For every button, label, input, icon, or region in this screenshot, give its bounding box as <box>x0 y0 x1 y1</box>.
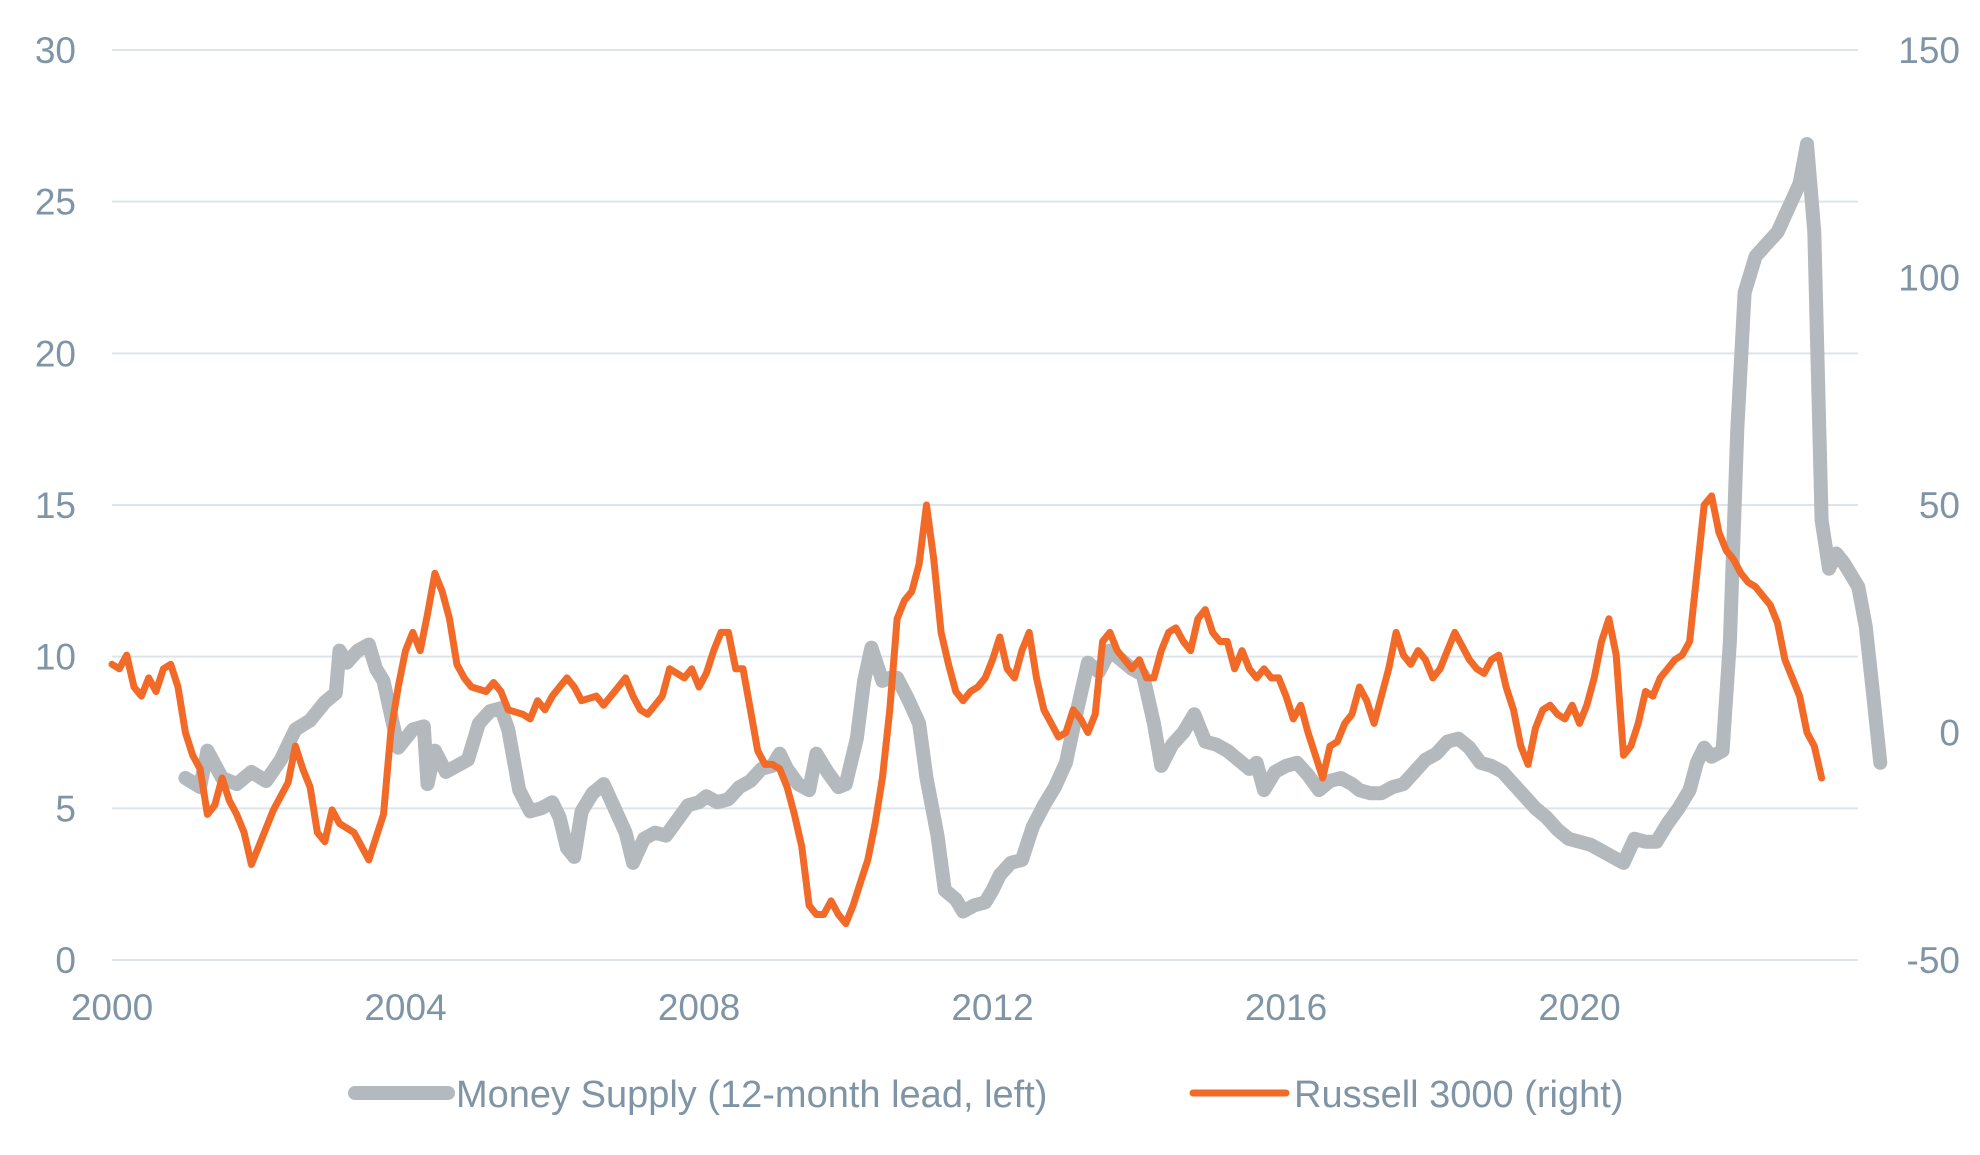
y-left-tick-label: 0 <box>55 940 76 981</box>
x-tick-label: 2020 <box>1538 987 1620 1028</box>
y-right-tick-label: -50 <box>1907 940 1960 981</box>
gridlines <box>112 49 1858 961</box>
legend-label-money-supply: Money Supply (12-month lead, left) <box>456 1074 1047 1116</box>
y-left-tick-label: 10 <box>35 637 76 678</box>
y-axis-right: -50 0 50 100 150 <box>1898 30 1960 981</box>
x-tick-label: 2000 <box>71 987 153 1028</box>
series-line-money-supply <box>178 137 1888 919</box>
y-left-tick-label: 25 <box>35 182 76 223</box>
y-right-tick-label: 100 <box>1898 258 1960 299</box>
y-left-tick-label: 15 <box>35 485 76 526</box>
y-axis-left: 0 5 10 15 20 25 30 <box>35 30 76 981</box>
y-right-tick-label: 50 <box>1919 485 1960 526</box>
x-tick-label: 2008 <box>658 987 740 1028</box>
x-tick-label: 2012 <box>951 987 1033 1028</box>
series-line-russell-3000 <box>108 492 1826 928</box>
y-right-tick-label: 0 <box>1939 713 1960 754</box>
y-right-tick-label: 150 <box>1898 30 1960 71</box>
y-left-tick-label: 5 <box>55 788 76 829</box>
series-lines <box>108 137 1888 928</box>
y-left-tick-label: 30 <box>35 30 76 71</box>
x-axis: 2000 2004 2008 2012 2016 2020 <box>71 987 1621 1028</box>
x-tick-label: 2016 <box>1245 987 1327 1028</box>
legend: Money Supply (12-month lead, left) Russe… <box>348 1074 1623 1116</box>
legend-label-russell-3000: Russell 3000 (right) <box>1294 1074 1623 1116</box>
x-tick-label: 2004 <box>364 987 446 1028</box>
y-left-tick-label: 20 <box>35 333 76 374</box>
